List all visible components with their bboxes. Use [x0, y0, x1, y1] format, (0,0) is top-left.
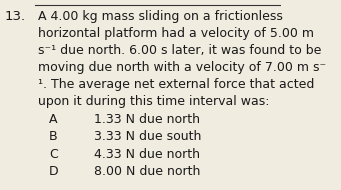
Text: 13.: 13.: [4, 10, 25, 23]
Text: C: C: [49, 148, 58, 161]
Text: 4.33 N due north: 4.33 N due north: [94, 148, 200, 161]
Text: 8.00 N due north: 8.00 N due north: [94, 165, 200, 178]
Text: A 4.00 kg mass sliding on a frictionless: A 4.00 kg mass sliding on a frictionless: [38, 10, 283, 23]
Text: moving due north with a velocity of 7.00 m s⁻: moving due north with a velocity of 7.00…: [38, 61, 326, 74]
Text: s⁻¹ due north. 6.00 s later, it was found to be: s⁻¹ due north. 6.00 s later, it was foun…: [38, 44, 321, 57]
Text: upon it during this time interval was:: upon it during this time interval was:: [38, 95, 269, 108]
Text: D: D: [49, 165, 59, 178]
Text: horizontal platform had a velocity of 5.00 m: horizontal platform had a velocity of 5.…: [38, 27, 314, 40]
Text: 1.33 N due north: 1.33 N due north: [94, 113, 200, 126]
Text: 3.33 N due south: 3.33 N due south: [94, 131, 201, 143]
Text: A: A: [49, 113, 58, 126]
Text: ¹. The average net external force that acted: ¹. The average net external force that a…: [38, 78, 314, 91]
Text: B: B: [49, 131, 58, 143]
